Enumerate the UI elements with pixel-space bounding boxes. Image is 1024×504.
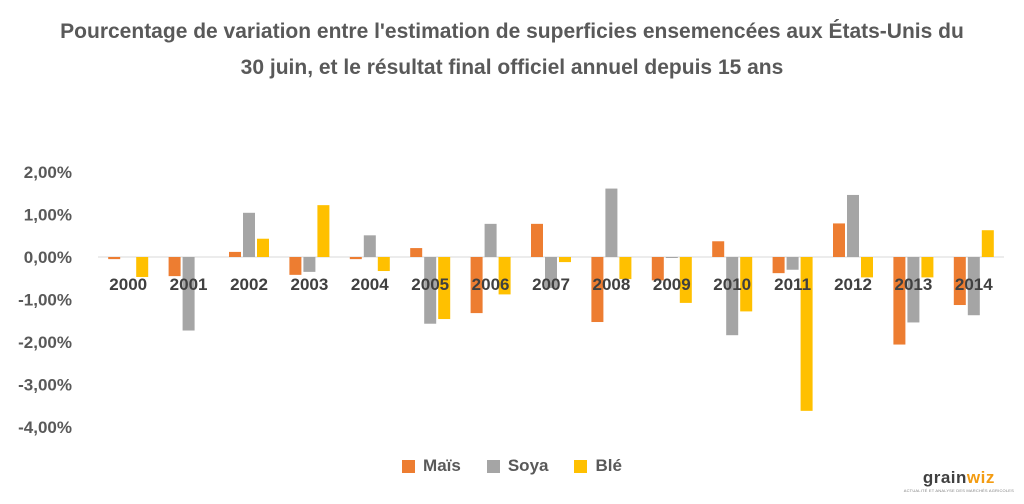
bar-soya-2011 — [786, 257, 799, 270]
x-tick-label: 2006 — [472, 275, 510, 294]
bar-mas-2006 — [470, 257, 483, 314]
bar-soya-2001 — [182, 257, 195, 331]
x-tick-label: 2001 — [170, 275, 208, 294]
bar-bl-2013 — [921, 257, 934, 278]
chart-legend: Maïs Soya Blé — [0, 456, 1024, 476]
y-tick-label: 1,00% — [24, 206, 72, 225]
legend-item-ble: Blé — [574, 456, 622, 476]
bar-soya-2003 — [303, 257, 316, 272]
y-tick-label: -2,00% — [18, 333, 72, 352]
x-tick-label: 2013 — [894, 275, 932, 294]
x-tick-label: 2000 — [109, 275, 147, 294]
bar-bl-2011 — [800, 257, 813, 411]
legend-swatch-soya — [486, 459, 500, 473]
bar-mas-2002 — [229, 251, 241, 257]
logo-tagline: ACTUALITÉ ET ANALYSE DES MARCHÉS AGRICOL… — [903, 488, 1014, 493]
legend-swatch-mais — [402, 459, 416, 473]
bar-bl-2007 — [559, 257, 571, 263]
bar-mas-2005 — [410, 248, 423, 257]
bar-soya-2006 — [484, 223, 497, 257]
bar-soya-2013 — [907, 257, 920, 323]
legend-label-ble: Blé — [595, 456, 622, 475]
bar-mas-2009 — [651, 257, 664, 281]
bar-bl-2008 — [619, 257, 632, 280]
bar-mas-2014 — [953, 257, 966, 306]
y-tick-label: 0,00% — [24, 248, 72, 267]
y-tick-label: -3,00% — [18, 376, 72, 395]
x-tick-label: 2002 — [230, 275, 268, 294]
x-tick-label: 2008 — [592, 275, 630, 294]
bar-bl-2000 — [136, 257, 149, 277]
logo-wordmark: grainwiz — [922, 468, 995, 487]
bar-bl-2009 — [679, 257, 692, 303]
y-tick-label: 2,00% — [24, 163, 72, 182]
bar-bl-2005 — [438, 257, 451, 320]
bar-bl-2003 — [317, 205, 330, 257]
bar-soya-2005 — [424, 257, 437, 324]
bar-soya-2009 — [665, 257, 678, 258]
x-tick-label: 2009 — [653, 275, 691, 294]
bar-mas-2000 — [108, 257, 121, 260]
bar-mas-2004 — [349, 257, 362, 260]
bar-soya-2002 — [243, 212, 255, 257]
bar-bl-2012 — [861, 257, 873, 278]
bar-mas-2012 — [833, 223, 845, 257]
x-tick-label: 2005 — [411, 275, 449, 294]
bar-soya-2012 — [847, 194, 859, 257]
bar-mas-2001 — [168, 257, 181, 277]
bar-bl-2014 — [981, 230, 994, 257]
grainwiz-logo: grainwiz ACTUALITÉ ET ANALYSE DES MARCHÉ… — [904, 468, 1014, 493]
legend-label-soya: Soya — [507, 456, 549, 475]
bar-mas-2007 — [531, 223, 543, 257]
legend-label-mais: Maïs — [423, 456, 461, 475]
legend-item-soya: Soya — [486, 456, 549, 476]
bar-mas-2013 — [893, 257, 906, 345]
legend-item-mais: Maïs — [402, 456, 461, 476]
x-tick-label: 2003 — [290, 275, 328, 294]
x-tick-label: 2010 — [713, 275, 751, 294]
x-tick-label: 2004 — [351, 275, 389, 294]
chart-title: Pourcentage de variation entre l'estimat… — [60, 20, 964, 79]
bar-mas-2010 — [712, 241, 725, 257]
bar-soya-2007 — [545, 257, 557, 289]
bar-mas-2011 — [772, 257, 785, 274]
bar-soya-2010 — [726, 257, 739, 336]
bar-bl-2010 — [740, 257, 753, 312]
bar-soya-2014 — [967, 257, 980, 316]
x-tick-label: 2014 — [955, 275, 993, 294]
legend-swatch-ble — [574, 459, 588, 473]
x-tick-label: 2011 — [774, 275, 811, 294]
bar-mas-2008 — [591, 257, 604, 323]
y-tick-label: -1,00% — [18, 291, 72, 310]
bar-mas-2003 — [289, 257, 302, 275]
bar-bl-2006 — [498, 257, 511, 295]
bar-soya-2004 — [363, 235, 376, 257]
x-tick-label: 2007 — [532, 275, 570, 294]
bar-bl-2002 — [257, 238, 269, 257]
bar-bl-2004 — [377, 257, 390, 272]
y-tick-label: -4,00% — [18, 418, 72, 437]
x-tick-label: 2012 — [834, 275, 872, 294]
bar-soya-2008 — [605, 188, 618, 257]
